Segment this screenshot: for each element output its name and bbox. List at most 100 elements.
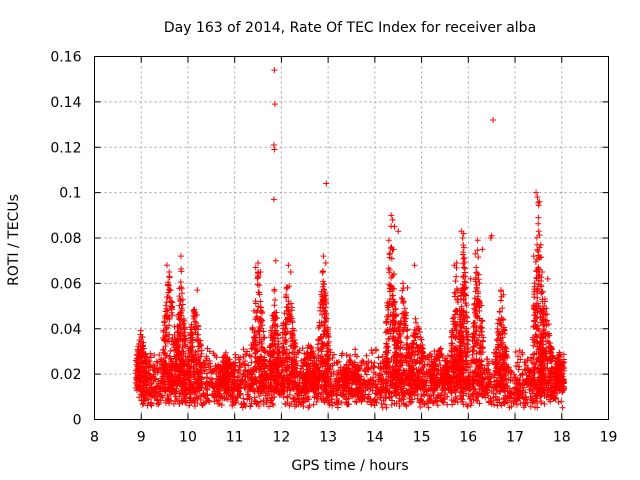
data-point [491, 374, 498, 381]
data-point [206, 348, 213, 355]
data-point [371, 396, 378, 403]
data-point [450, 314, 457, 321]
data-point [469, 392, 476, 399]
data-point [284, 393, 291, 400]
data-point [333, 399, 340, 406]
data-point [319, 268, 326, 275]
data-point [328, 382, 335, 389]
data-point [453, 273, 460, 280]
data-point [498, 402, 505, 409]
data-point [497, 297, 504, 304]
data-point [485, 392, 492, 399]
data-point [268, 395, 275, 402]
data-point [310, 401, 317, 408]
data-point [361, 377, 368, 384]
data-point [489, 358, 496, 365]
data-point [344, 401, 351, 408]
data-point [403, 335, 410, 342]
data-point [193, 394, 200, 401]
data-point [338, 352, 345, 359]
data-point [458, 395, 465, 402]
data-point [240, 346, 247, 353]
data-point [204, 386, 211, 393]
data-point [438, 391, 445, 398]
data-point [441, 395, 448, 402]
data-point [209, 382, 216, 389]
data-point [191, 391, 198, 398]
data-point [514, 359, 521, 366]
data-point [545, 396, 552, 403]
data-point [403, 387, 410, 394]
data-point [248, 359, 255, 366]
data-point [389, 292, 396, 299]
data-point [204, 392, 211, 399]
data-point [236, 373, 243, 380]
data-point [373, 346, 380, 353]
data-point [519, 394, 526, 401]
data-point [271, 302, 278, 309]
data-point [244, 368, 251, 375]
data-point [527, 386, 534, 393]
data-point [246, 352, 253, 359]
data-point [147, 354, 154, 361]
data-point [377, 394, 384, 401]
data-point [370, 363, 377, 370]
data-point [340, 390, 347, 397]
data-point [234, 374, 241, 381]
data-point [305, 404, 312, 411]
data-point [334, 359, 341, 366]
data-point [519, 371, 526, 378]
data-point [138, 397, 145, 404]
data-point [389, 397, 396, 404]
data-point [142, 395, 149, 402]
data-point [423, 388, 430, 395]
data-point [521, 358, 528, 365]
data-point [439, 398, 446, 405]
data-point [466, 395, 473, 402]
data-point [257, 398, 264, 405]
data-point [200, 390, 207, 397]
data-point [517, 356, 524, 363]
data-point [343, 352, 350, 359]
data-point [501, 399, 508, 406]
data-point [242, 383, 249, 390]
data-point [507, 374, 514, 381]
data-point [375, 354, 382, 361]
data-point [378, 371, 385, 378]
data-point [263, 399, 270, 406]
data-point [256, 402, 263, 409]
data-point [249, 379, 256, 386]
data-point [213, 393, 220, 400]
data-point [183, 391, 190, 398]
data-point [382, 395, 389, 402]
data-point [280, 394, 287, 401]
data-point [371, 359, 378, 366]
data-point [403, 401, 410, 408]
data-point [465, 393, 472, 400]
data-point [254, 281, 261, 288]
data-point [467, 402, 474, 409]
data-point [412, 315, 419, 322]
data-point [555, 399, 562, 406]
data-point [529, 390, 536, 397]
data-point [438, 397, 445, 404]
data-point [305, 396, 312, 403]
data-point [207, 366, 214, 373]
data-point [373, 383, 380, 390]
data-point [266, 391, 273, 398]
data-point [150, 373, 157, 380]
data-point [232, 359, 239, 366]
data-point [441, 390, 448, 397]
data-point [177, 390, 184, 397]
data-point [300, 395, 307, 402]
data-point [164, 392, 171, 399]
data-point [151, 365, 158, 372]
data-point [367, 376, 374, 383]
data-point [536, 232, 543, 239]
data-point [420, 391, 427, 398]
data-point [425, 392, 432, 399]
data-point [364, 365, 371, 372]
data-point [172, 393, 179, 400]
data-point [421, 361, 428, 368]
data-point [510, 398, 517, 405]
